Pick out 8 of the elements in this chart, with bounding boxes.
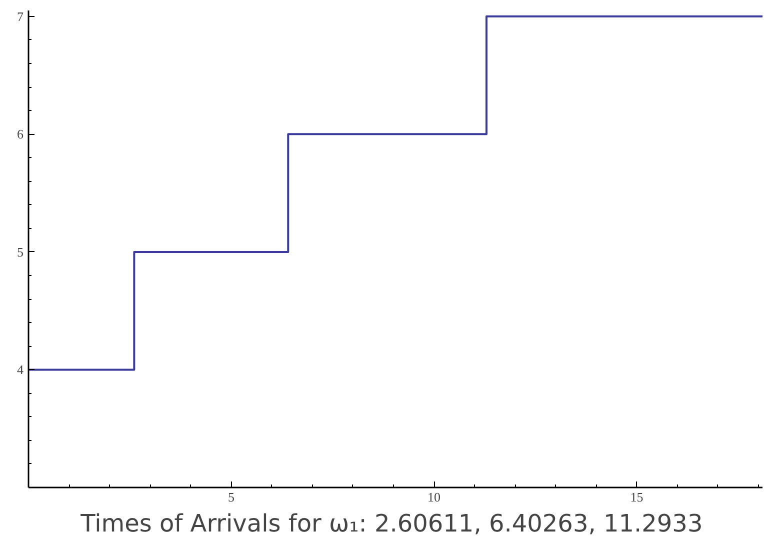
x-axis-title: Times of Arrivals for ω₁: 2.60611, 6.40263, 11.2933 [80,510,703,538]
y-tick-label: 6 [17,126,24,142]
x-tick-label: 10 [428,490,441,504]
y-tick-label: 5 [17,244,24,260]
y-tick-label: 4 [17,362,24,378]
x-tick-label: 15 [630,490,644,504]
y-tick-label: 7 [17,8,24,24]
x-tick-label: 5 [228,490,235,504]
